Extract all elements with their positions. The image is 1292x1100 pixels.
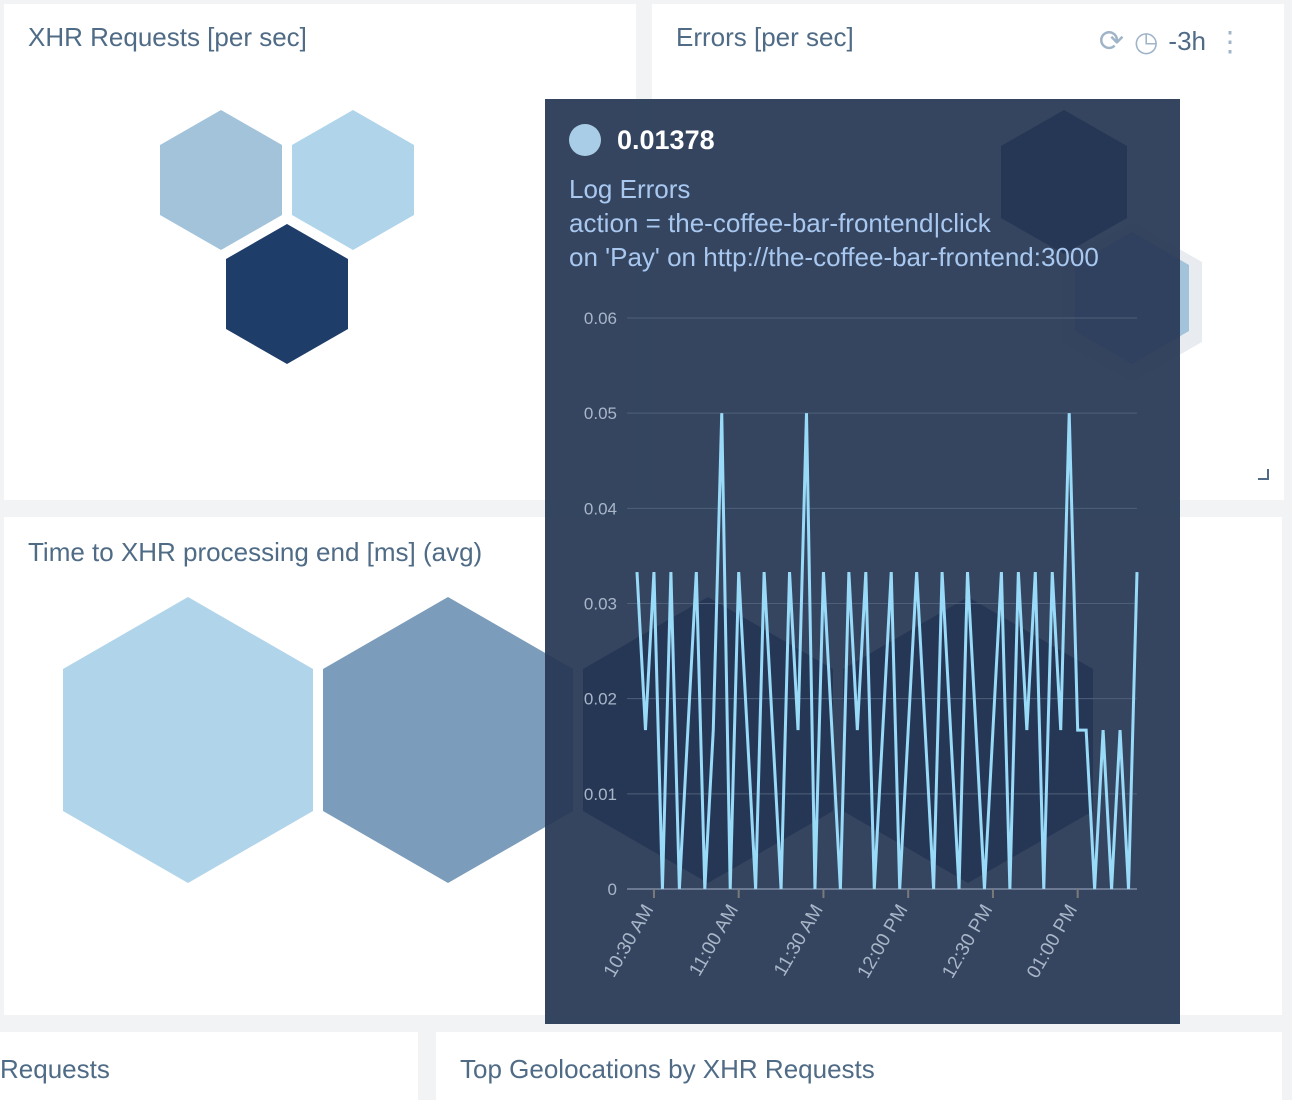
panel-title: Requests xyxy=(0,1054,110,1084)
panel-title: Top Geolocations by XHR Requests xyxy=(460,1054,875,1084)
panel-title: Errors [per sec] xyxy=(676,22,854,52)
x-tick-label: 01:00 PM xyxy=(1023,901,1082,982)
refresh-icon[interactable]: ⟳ xyxy=(1098,25,1124,58)
tooltip-detail-1: action = the-coffee-bar-frontend|click xyxy=(569,208,991,238)
x-tick-label: 11:30 AM xyxy=(770,901,828,980)
hexagon xyxy=(292,110,414,250)
y-tick-label: 0.06 xyxy=(584,309,617,328)
hexagon xyxy=(63,597,313,883)
x-tick-label: 12:00 PM xyxy=(854,901,913,982)
y-tick-label: 0.03 xyxy=(584,595,617,614)
y-tick-label: 0.05 xyxy=(584,404,617,423)
x-tick-label: 11:00 AM xyxy=(685,901,743,980)
clock-icon[interactable]: ◷ xyxy=(1133,26,1159,57)
tooltip-detail-2: on 'Pay' on http://the-coffee-bar-fronte… xyxy=(569,242,1099,272)
chart-tooltip: 0.01378 Log Errors action = the-coffee-b… xyxy=(545,99,1180,1024)
tooltip-series-name: Log Errors xyxy=(569,174,691,204)
x-tick-label: 12:30 PM xyxy=(938,901,997,982)
y-tick-label: 0.04 xyxy=(584,499,617,518)
resize-handle xyxy=(1258,469,1269,480)
geolocations-panel: Top Geolocations by XHR Requests xyxy=(436,1032,1282,1100)
x-tick-label: 10:30 AM xyxy=(600,901,658,981)
hexagon xyxy=(160,110,282,250)
hexagon xyxy=(226,224,348,364)
y-tick-label: 0.01 xyxy=(584,785,617,804)
honeycomb xyxy=(160,110,414,364)
error-line-chart: 0 0.01 0.02 0.03 0.04 0.05 0.06 10:30 AM 11:00 A… xyxy=(584,309,1139,982)
more-vertical-icon[interactable]: ⋮ xyxy=(1216,26,1244,57)
series-color-dot xyxy=(569,124,601,156)
tooltip-value: 0.01378 xyxy=(617,125,715,155)
y-tick-label: 0.02 xyxy=(584,690,617,709)
requests-panel: Requests xyxy=(0,1032,418,1100)
hexagon xyxy=(323,597,573,883)
series-line xyxy=(635,413,1139,890)
xhr-requests-panel: XHR Requests [per sec] xyxy=(4,4,636,500)
y-tick-label: 0 xyxy=(608,880,617,899)
panel-title: Time to XHR processing end [ms] (avg) xyxy=(28,537,483,567)
time-range-button[interactable]: -3h xyxy=(1168,26,1206,56)
panel-title: XHR Requests [per sec] xyxy=(28,22,307,52)
